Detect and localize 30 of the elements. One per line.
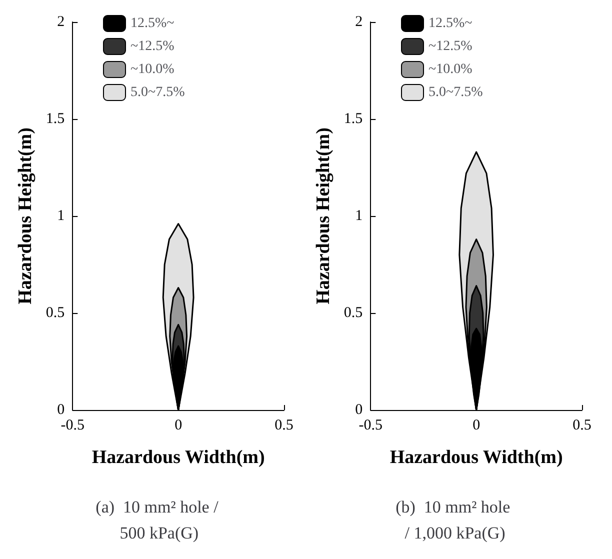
- y-tick-label: 0.5: [46, 305, 65, 321]
- x-tick-label: 0: [174, 418, 182, 434]
- y-tick-label: 2: [57, 14, 65, 30]
- legend-label: ~10.0%: [130, 62, 175, 77]
- x-axis-title: Hazardous Width(m): [390, 447, 563, 468]
- legend-label: 12.5%~: [428, 16, 473, 31]
- text: (b) 10 mm² hole / 1,000 kPa(G): [396, 498, 514, 542]
- legend-label: 5.0~7.5%: [428, 85, 484, 100]
- x-tick-label: -0.5: [60, 418, 85, 434]
- legend-label: ~10.0%: [428, 62, 473, 77]
- legend-label: 12.5%~: [130, 16, 175, 31]
- text: (a) 10 mm² hole / 500 kPa(G): [96, 498, 219, 542]
- y-axis-title: Hazardous Height(m): [15, 128, 36, 304]
- y-tick-label: 1: [57, 208, 65, 224]
- x-axis-title: Hazardous Width(m): [92, 447, 265, 468]
- y-tick-label: 0: [57, 402, 65, 418]
- y-tick-label: 0.5: [344, 305, 363, 321]
- legend-label: ~12.5%: [428, 39, 473, 54]
- x-tick-label: -0.5: [358, 418, 383, 434]
- y-tick-label: 0: [355, 402, 363, 418]
- x-tick-label: 0.5: [572, 418, 592, 434]
- y-tick-label: 2: [355, 14, 363, 30]
- legend-label: ~12.5%: [130, 39, 175, 54]
- y-tick-label: 1: [355, 208, 363, 224]
- y-tick-label: 1.5: [344, 111, 363, 127]
- y-tick-label: 1.5: [46, 111, 65, 127]
- x-tick-label: 0: [472, 418, 480, 434]
- legend-label: 5.0~7.5%: [130, 85, 186, 100]
- y-axis-title: Hazardous Height(m): [313, 128, 334, 304]
- x-tick-label: 0.5: [274, 418, 294, 434]
